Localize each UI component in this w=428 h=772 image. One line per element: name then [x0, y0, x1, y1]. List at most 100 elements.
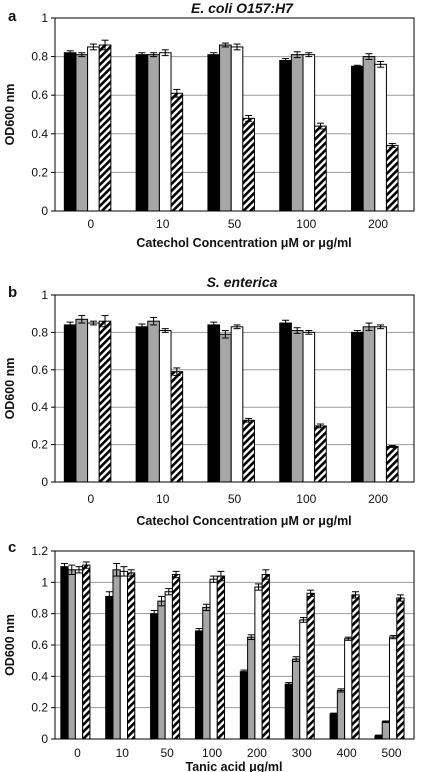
bar-c-s1-100 [194, 630, 204, 740]
bar-a-s2-0 [75, 54, 89, 212]
bar-c-s4-100 [216, 575, 226, 740]
x-axis-label: Catechol Concentration μM or μg/ml [136, 514, 351, 528]
x-tick-label: 10 [116, 746, 130, 760]
x-tick-label: 500 [382, 746, 402, 760]
bar-c-s4-10 [127, 572, 136, 740]
y-tick-label: 0 [41, 732, 48, 746]
x-axis-label: Tanic acid μg/ml [185, 760, 282, 772]
y-tick-label: 0.2 [31, 165, 48, 179]
y-tick-label: 0.4 [31, 669, 48, 683]
y-tick-label: 0.2 [31, 438, 48, 452]
y-tick-label: 1.2 [31, 544, 48, 558]
panel-label: c [8, 539, 16, 556]
x-tick-label: 200 [368, 492, 388, 506]
bar-b-s4-50 [242, 419, 255, 483]
bar-a-s1-200 [351, 65, 364, 212]
bar-b-s1-100 [279, 322, 292, 483]
y-tick-label: 0 [41, 475, 48, 489]
bar-c-s3-10 [119, 570, 129, 740]
bar-c-s4-200 [261, 574, 270, 740]
bar-c-s4-500 [396, 597, 405, 740]
y-tick-label: 0.6 [31, 363, 48, 377]
x-tick-label: 10 [156, 217, 170, 231]
y-tick-label: 1 [41, 288, 48, 302]
x-tick-label: 50 [228, 492, 242, 506]
bar-b-s3-10 [158, 330, 172, 483]
bar-a-s3-100 [302, 54, 316, 212]
bar-a-s1-100 [279, 59, 292, 212]
bar-b-s3-200 [374, 326, 387, 483]
bar-b-s2-200 [362, 326, 376, 483]
bar-b-s4-10 [170, 371, 184, 483]
x-tick-label: 0 [74, 746, 81, 760]
y-tick-label: 0 [41, 204, 48, 218]
bar-c-s3-200 [254, 586, 263, 740]
bar-c-s2-500 [381, 721, 390, 740]
bar-c-s2-300 [291, 658, 301, 740]
x-tick-label: 200 [368, 217, 388, 231]
bar-a-s4-0 [98, 44, 112, 212]
bar-c-s3-400 [344, 638, 353, 740]
y-tick-label: 0.2 [31, 701, 48, 715]
y-tick-label: 0.8 [31, 607, 48, 621]
y-tick-label: 0.4 [31, 400, 48, 414]
bar-c-s2-50 [157, 600, 166, 740]
chart-title: S. enterica [207, 274, 278, 290]
x-tick-label: 0 [88, 492, 95, 506]
plot-area [54, 550, 415, 740]
bar-b-s1-200 [351, 331, 364, 483]
bar-c-s1-200 [239, 671, 249, 740]
y-tick-label: 0.8 [31, 325, 48, 339]
bar-b-s1-10 [135, 326, 149, 483]
bar-c-s1-0 [60, 566, 69, 740]
y-axis-label: OD600 nm [3, 84, 17, 146]
bar-c-s2-100 [202, 606, 211, 740]
bar-a-s4-10 [170, 92, 184, 212]
x-tick-label: 50 [161, 746, 175, 760]
y-tick-label: 0.8 [31, 50, 48, 64]
bar-b-s3-50 [230, 326, 244, 483]
bar-c-s3-100 [209, 578, 218, 740]
bar-c-s2-0 [67, 569, 76, 740]
bar-b-s1-0 [63, 324, 77, 483]
bar-c-s2-400 [336, 689, 346, 740]
bar-a-s3-200 [374, 63, 387, 212]
chart-panel-c: 0 0.2 0.4 0.6 0.8 1 1.2 0 10 50 100 200 300 400 500 c Ta… [3, 539, 415, 772]
bar-a-s4-100 [314, 125, 327, 212]
bar-c-s1-50 [150, 613, 159, 740]
bar-b-s3-100 [302, 331, 316, 483]
bar-c-s1-300 [284, 683, 293, 740]
bar-a-s3-0 [87, 46, 100, 212]
bar-b-s4-100 [314, 425, 327, 483]
bar-c-s4-300 [306, 592, 315, 740]
panel-label: a [8, 8, 17, 25]
bar-a-s1-10 [135, 54, 149, 212]
bar-c-s4-0 [82, 564, 91, 740]
x-tick-label: 10 [156, 492, 170, 506]
bar-c-s3-0 [74, 569, 84, 740]
bar-c-s2-200 [247, 636, 256, 740]
y-axis-label: OD600 nm [3, 358, 17, 420]
bar-a-s4-50 [242, 117, 255, 212]
chart-title: E. coli O157:H7 [191, 0, 294, 16]
bar-a-s2-50 [219, 44, 232, 212]
bar-a-s1-0 [63, 52, 77, 212]
bar-b-s1-50 [207, 324, 221, 483]
bar-c-s3-500 [388, 636, 398, 740]
bar-c-s3-50 [164, 591, 173, 740]
y-axis-label: OD600 nm [3, 614, 17, 676]
bar-a-s4-200 [385, 144, 399, 212]
y-tick-label: 0.6 [31, 638, 48, 652]
x-tick-label: 200 [247, 746, 267, 760]
bar-b-s2-0 [75, 318, 89, 483]
bar-b-s2-50 [219, 333, 232, 483]
bar-a-s2-200 [362, 56, 376, 212]
bar-a-s3-10 [158, 52, 172, 212]
bar-a-s1-50 [207, 54, 221, 212]
x-tick-label: 100 [296, 217, 316, 231]
bar-b-s2-10 [147, 320, 160, 483]
bar-a-s2-10 [147, 54, 160, 212]
x-tick-label: 100 [202, 746, 222, 760]
